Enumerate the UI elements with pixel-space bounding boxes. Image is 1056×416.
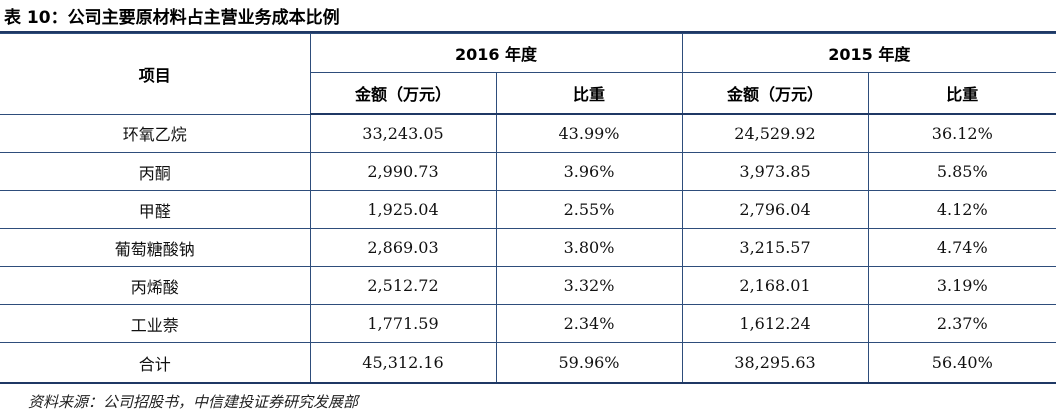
amount-2015: 3,215.57 — [681, 228, 869, 267]
row-name: 工业萘 — [0, 304, 311, 343]
amount-2016: 2,512.72 — [309, 266, 497, 305]
amount-2016: 33,243.05 — [309, 113, 497, 153]
table-top-rule — [0, 31, 1056, 33]
row-name: 合计 — [0, 342, 311, 384]
table-row: 丙酮 2,990.73 3.96% 3,973.85 5.85% — [0, 152, 1056, 191]
header-row-years: 项目 2016 年度 2015 年度 — [0, 33, 1056, 115]
share-2015: 4.12% — [867, 190, 1056, 229]
amount-2016: 45,312.16 — [309, 342, 497, 384]
amount-2016: 2,869.03 — [309, 228, 497, 267]
amount-2015: 2,168.01 — [681, 266, 869, 305]
raw-material-cost-table: 项目 2016 年度 2015 年度 金额（万元） 比重 金额（万元） 比重 环… — [0, 33, 1056, 384]
share-2016: 59.96% — [495, 342, 683, 384]
header-amount-2015: 金额（万元） — [681, 72, 869, 115]
table-row: 葡萄糖酸钠 2,869.03 3.80% 3,215.57 4.74% — [0, 228, 1056, 267]
amount-2015: 1,612.24 — [681, 304, 869, 343]
share-2015: 36.12% — [867, 113, 1056, 153]
row-name: 甲醛 — [0, 190, 311, 229]
amount-2016: 1,925.04 — [309, 190, 497, 229]
amount-2016: 1,771.59 — [309, 304, 497, 343]
share-2016: 43.99% — [495, 113, 683, 153]
header-year-2015: 2015 年度 — [681, 33, 1056, 73]
share-2016: 3.96% — [495, 152, 683, 191]
amount-2016: 2,990.73 — [309, 152, 497, 191]
amount-2015: 2,796.04 — [681, 190, 869, 229]
table-row: 工业萘 1,771.59 2.34% 1,612.24 2.37% — [0, 304, 1056, 343]
source-note: 资料来源：公司招股书，中信建投证券研究发展部 — [28, 393, 359, 411]
table-row: 丙烯酸 2,512.72 3.32% 2,168.01 3.19% — [0, 266, 1056, 305]
share-2015: 3.19% — [867, 266, 1056, 305]
share-2015: 56.40% — [867, 342, 1056, 384]
table-row-total: 合计 45,312.16 59.96% 38,295.63 56.40% — [0, 342, 1056, 384]
share-2016: 2.55% — [495, 190, 683, 229]
share-2016: 2.34% — [495, 304, 683, 343]
share-2015: 2.37% — [867, 304, 1056, 343]
row-name: 环氧乙烷 — [0, 113, 311, 153]
amount-2015: 38,295.63 — [681, 342, 869, 384]
amount-2015: 24,529.92 — [681, 113, 869, 153]
header-amount-2016: 金额（万元） — [309, 72, 497, 115]
table-row: 环氧乙烷 33,243.05 43.99% 24,529.92 36.12% — [0, 113, 1056, 153]
row-name: 葡萄糖酸钠 — [0, 228, 311, 267]
header-share-2015: 比重 — [867, 72, 1056, 115]
header-row-sub: 金额（万元） 比重 金额（万元） 比重 — [0, 72, 1056, 115]
row-name: 丙烯酸 — [0, 266, 311, 305]
table-row: 甲醛 1,925.04 2.55% 2,796.04 4.12% — [0, 190, 1056, 229]
share-2015: 4.74% — [867, 228, 1056, 267]
share-2015: 5.85% — [867, 152, 1056, 191]
share-2016: 3.80% — [495, 228, 683, 267]
table-title: 表 10：公司主要原材料占主营业务成本比例 — [4, 8, 340, 28]
share-2016: 3.32% — [495, 266, 683, 305]
row-name: 丙酮 — [0, 152, 311, 191]
header-share-2016: 比重 — [495, 72, 683, 115]
header-item: 项目 — [0, 33, 311, 115]
header-year-2016: 2016 年度 — [309, 33, 683, 73]
amount-2015: 3,973.85 — [681, 152, 869, 191]
